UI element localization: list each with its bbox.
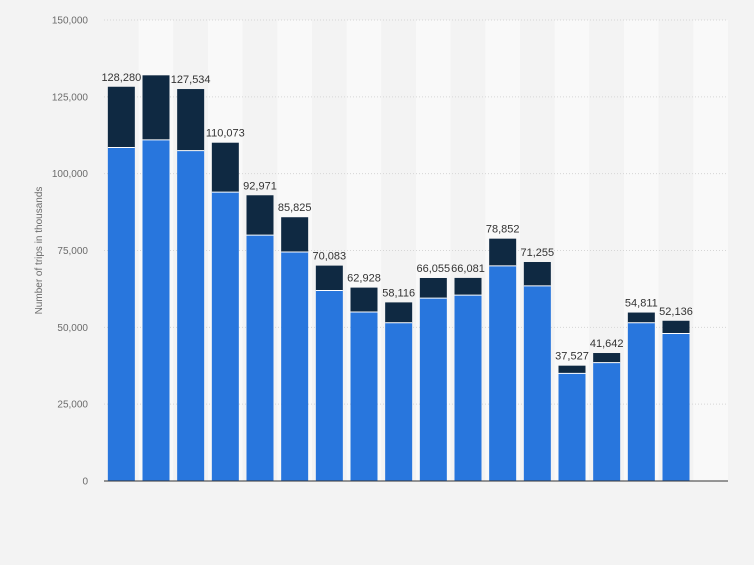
y-tick-label: 125,000 (52, 92, 89, 103)
bar-lower-segment (627, 322, 655, 481)
y-tick-label: 150,000 (52, 16, 89, 27)
bar-lower-segment (489, 265, 517, 481)
bar-total-label: 41,642 (590, 338, 624, 350)
bar-upper-segment (558, 365, 586, 374)
bar-upper-segment (315, 265, 343, 291)
bar-upper-segment (177, 89, 205, 151)
bar-upper-segment (454, 277, 482, 296)
bar-lower-segment (246, 235, 274, 481)
bar-lower-segment (350, 311, 378, 481)
bar-lower-segment (177, 150, 205, 481)
bar-lower-segment (558, 373, 586, 481)
y-axis-title: Number of trips in thousands (34, 187, 45, 315)
bar-total-label: 54,811 (625, 298, 658, 310)
bar-total-label: 62,928 (347, 273, 381, 285)
bar-total-label: 70,083 (313, 251, 347, 263)
bar-upper-segment (211, 142, 239, 193)
bar-lower-segment (454, 295, 482, 481)
bar-lower-segment (315, 290, 343, 481)
bar-total-label: 78,852 (486, 224, 520, 236)
bar-lower-segment (593, 362, 621, 481)
bar-upper-segment (523, 262, 551, 286)
bar-upper-segment (489, 238, 517, 266)
bar-total-label: 128,280 (101, 72, 141, 84)
bar-upper-segment (627, 312, 655, 323)
bar-total-label: 85,825 (278, 202, 312, 214)
bar-lower-segment (385, 322, 413, 481)
bar-lower-segment (142, 139, 170, 482)
bars (107, 75, 690, 482)
bar-total-label: 66,081 (451, 263, 485, 275)
bar-total-label: 58,116 (382, 287, 415, 299)
bar-upper-segment (662, 320, 690, 334)
bar-total-label: 37,527 (555, 351, 589, 363)
bar-total-label: 52,136 (659, 306, 693, 318)
y-tick-label: 100,000 (52, 169, 89, 180)
bar-upper-segment (385, 302, 413, 323)
bar-upper-segment (107, 86, 135, 148)
gridlines (104, 19, 728, 405)
bar-lower-segment (523, 285, 551, 481)
bar-upper-segment (593, 353, 621, 363)
bar-upper-segment (350, 287, 378, 312)
bar-lower-segment (281, 252, 309, 481)
bar-upper-segment (142, 75, 170, 140)
value-labels: 128,280 127,534110,07392,97185,82570,0836… (101, 72, 692, 363)
bar-total-label: 127,534 (171, 74, 211, 86)
bar-lower-segment (662, 333, 690, 481)
bar-total-label: 110,073 (206, 128, 245, 140)
bar-lower-segment (419, 298, 447, 481)
bar-lower-segment (211, 192, 239, 481)
bar-total-label: 71,255 (521, 247, 555, 259)
bar-upper-segment (281, 217, 309, 253)
y-tick-label: 0 (82, 477, 88, 488)
bar-upper-segment (246, 195, 274, 236)
bar-total-label: 66,055 (417, 263, 451, 275)
bar-upper-segment (419, 277, 447, 299)
y-tick-label: 50,000 (57, 323, 88, 334)
bar-lower-segment (107, 147, 135, 481)
y-tick-label: 25,000 (57, 400, 88, 411)
y-axis-ticks: 0 25,000 50,000 75,000 100,000 125,000 150,000 (52, 16, 89, 488)
y-tick-label: 75,000 (57, 246, 88, 257)
bar-total-label: 92,971 (243, 180, 277, 192)
